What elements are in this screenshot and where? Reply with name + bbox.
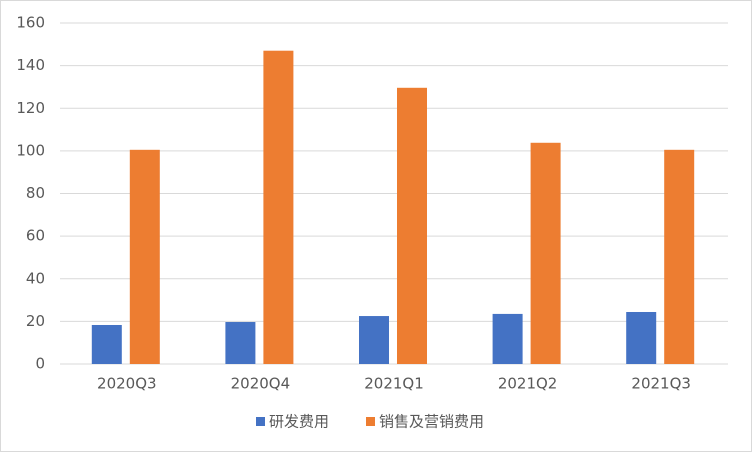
bar: [359, 316, 389, 364]
bar: [263, 50, 294, 365]
legend-swatch: [256, 417, 265, 426]
legend-swatch: [366, 417, 375, 426]
bar: [626, 311, 657, 364]
x-tick-label: 2021Q1: [364, 375, 424, 393]
legend-label: 销售及营销费用: [379, 413, 484, 431]
y-tick-label: 160: [16, 14, 45, 32]
x-tick-label: 2020Q4: [231, 375, 291, 393]
y-tick-label: 40: [26, 269, 45, 287]
bar: [91, 324, 122, 364]
y-tick-label: 140: [16, 56, 45, 74]
y-tick-label: 80: [26, 184, 45, 202]
y-tick-label: 100: [16, 141, 45, 159]
bar: [225, 322, 256, 364]
y-tick-label: 120: [16, 99, 45, 117]
bar: [397, 87, 427, 364]
y-tick-label: 0: [35, 355, 45, 373]
bar: [664, 149, 695, 364]
x-tick-label: 2021Q3: [631, 375, 691, 393]
legend-label: 研发费用: [269, 413, 329, 431]
bar: [492, 313, 523, 364]
x-tick-label: 2020Q3: [97, 375, 157, 393]
bar: [129, 149, 160, 364]
y-tick-label: 60: [26, 227, 45, 245]
bar: [530, 142, 561, 364]
x-tick-label: 2021Q2: [498, 375, 558, 393]
y-tick-label: 20: [26, 312, 45, 330]
